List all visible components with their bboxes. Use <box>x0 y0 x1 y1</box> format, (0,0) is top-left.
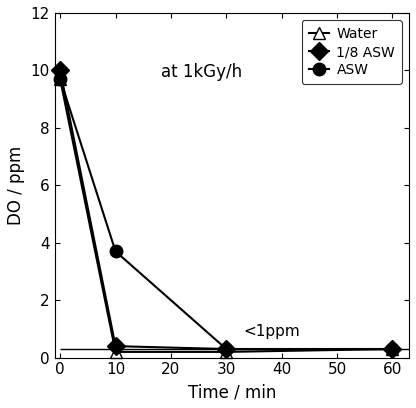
Line: ASW: ASW <box>54 73 399 355</box>
ASW <box>224 346 229 351</box>
1/8 ASW <box>113 344 118 348</box>
Water <box>224 349 229 354</box>
Legend: Water, 1/8 ASW, ASW: Water, 1/8 ASW, ASW <box>302 20 402 84</box>
1/8 ASW <box>58 68 63 73</box>
ASW <box>58 77 63 82</box>
1/8 ASW <box>390 346 395 351</box>
Water <box>113 349 118 354</box>
ASW <box>390 346 395 351</box>
Line: Water: Water <box>54 73 399 358</box>
Text: at 1kGy/h: at 1kGy/h <box>161 62 242 80</box>
ASW <box>113 249 118 254</box>
Line: 1/8 ASW: 1/8 ASW <box>54 64 399 355</box>
Water <box>390 346 395 351</box>
Water <box>58 77 63 82</box>
Y-axis label: DO / ppm: DO / ppm <box>7 146 25 225</box>
1/8 ASW <box>224 346 229 351</box>
X-axis label: Time / min: Time / min <box>188 383 276 401</box>
Text: <1ppm: <1ppm <box>243 324 300 339</box>
